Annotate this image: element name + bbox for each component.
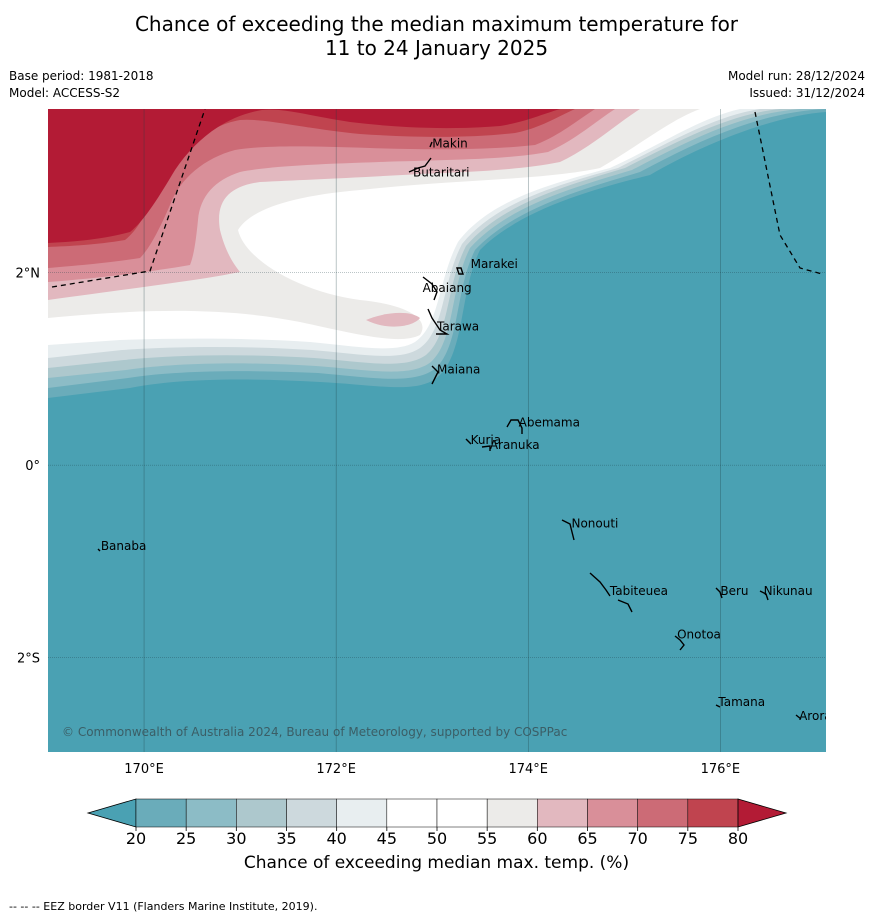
place-label: Aranuka [490,438,540,452]
island-butaritari [408,157,432,173]
island-onotoa [674,635,685,651]
colorbar-bin [386,798,438,828]
place-label: Marakei [471,257,518,271]
place-label: Maiana [437,363,480,377]
island-abaiang [422,276,438,301]
colorbar-tick-label: 50 [427,829,447,848]
colorbar-bin [336,798,388,828]
colorbar-tick-label: 60 [527,829,547,848]
colorbar-tick-label: 20 [126,829,146,848]
map-title: Chance of exceeding the median maximum t… [0,12,873,60]
y-tick-label: 2°N [16,267,41,282]
x-tick-label: 170°E [124,762,164,777]
graticule [48,109,826,752]
place-label: Abemama [519,416,580,430]
x-tick-label: 176°E [701,762,741,777]
eez-border-west [51,109,206,288]
island-maiana [431,365,439,385]
band-above-80 [48,109,560,243]
island-banaba [97,548,101,552]
model-run: Model run: 28/12/2024 [727,69,865,83]
place-label: Makin [432,137,468,151]
x-tick-label: 174°E [508,762,548,777]
colorbar-bin [486,798,538,828]
colorbar-bin [436,798,488,828]
place-label: Nonouti [571,517,618,531]
place-label: Kuria [471,433,502,447]
colorbar-label: Chance of exceeding median max. temp. (%… [243,853,630,873]
island-tarawa [427,308,450,335]
eez-border-east [754,111,823,275]
island-outlines [97,141,802,720]
place-label: Tabiteuea [609,584,668,598]
place-label: Nikunau [764,584,813,598]
island-beru [715,587,723,599]
place-labels: Makin Butaritari Marakei Abaiang Tarawa Maian… [101,137,839,724]
model-name: Model: ACCESS-S2 [9,86,121,100]
base-period: Base period: 1981-2018 [9,69,154,83]
island-aranuka [481,445,491,451]
colorbar-tick-label: 65 [577,829,597,848]
colorbar-bin [135,798,187,828]
colorbar-tick-label: 30 [226,829,246,848]
colorbar-bin [537,798,588,828]
island-marakei [456,267,464,275]
place-label: Onotoa [677,627,721,641]
meta-right: Model run: 28/12/2024 Issued: 31/12/2024 [728,68,865,102]
colorbar-tick-label: 35 [276,829,296,848]
colorbar-bin [687,798,739,828]
title-line-2: 11 to 24 January 2025 [324,36,549,60]
copyright-notice: © Commonwealth of Australia 2024, Bureau… [62,725,567,739]
colorbar-tick-label: 45 [377,829,397,848]
colorbar-tick-label: 70 [627,829,647,848]
title-line-1: Chance of exceeding the median maximum t… [134,12,739,36]
colorbar-tick-label: 25 [176,829,196,848]
place-label: Butaritari [413,165,470,179]
map-axes: 170°E 172°E 174°E 176°E 2°N 0° 2°S [16,267,741,777]
island-kuria [465,438,472,445]
place-label: Tarawa [436,319,479,333]
colorbar-bin [637,798,689,828]
probability-field: Makin Butaritari Marakei Abaiang Tarawa Maian… [48,109,839,752]
island-nonouti [561,519,575,541]
colorbar: 20 25 30 35 40 45 50 55 60 65 70 75 80 [86,798,788,848]
place-label: Beru [720,584,748,598]
colorbar-tick-label: 55 [477,829,497,848]
island-abemama [506,419,523,434]
warm-pocket-tarawa [366,312,420,327]
meta-left: Base period: 1981-2018 Model: ACCESS-S2 [9,68,154,102]
x-tick-label: 172°E [316,762,356,777]
y-tick-label: 0° [25,459,40,474]
issued-date: Issued: 31/12/2024 [749,86,865,100]
colorbar-tick-label: 40 [326,829,346,848]
colorbar-low-extend [86,798,137,828]
colorbar-tick-label: 80 [728,829,748,848]
place-label: Arorae [799,709,839,723]
colorbar-bin [286,798,337,828]
colorbar-bin [587,798,638,828]
colorbar-bin [185,798,237,828]
place-label: Banaba [101,539,147,553]
colorbar-bin [236,798,287,828]
place-label: Abaiang [423,281,472,295]
y-tick-label: 2°S [17,652,40,667]
colorbar-high-extend [737,798,788,828]
eez-footnote: -- -- -- EEZ border V11 (Flanders Marine… [9,900,318,913]
island-tabiteuea [589,572,633,613]
island-tamana [715,704,721,708]
colorbar-tick-label: 75 [678,829,698,848]
place-label: Tamana [717,695,765,709]
island-makin [429,141,433,148]
island-nikunau [759,590,769,601]
island-arorae [795,714,802,720]
